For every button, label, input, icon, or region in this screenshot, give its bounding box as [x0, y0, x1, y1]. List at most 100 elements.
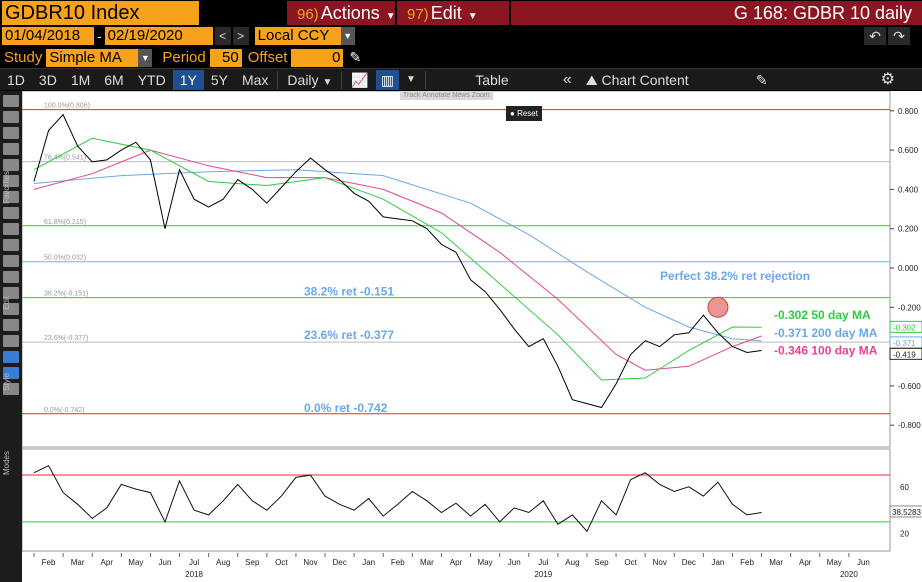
period-label: Period [162, 49, 206, 66]
range-tab-ytd[interactable]: YTD [137, 71, 166, 88]
magnet-icon[interactable] [3, 335, 19, 347]
range-tab-3d[interactable]: 3D [38, 71, 57, 88]
edit-square-icon[interactable]: ✎ [755, 71, 768, 88]
frequency-select[interactable]: Daily ▼ [280, 70, 339, 90]
annotation-fib0: 0.0% ret -0.742 [304, 401, 388, 415]
chart-content-label: Chart Content [601, 71, 689, 88]
chevron-down-icon[interactable]: ▼ [138, 48, 153, 67]
chart-area[interactable]: Favorites Edit Style Modes 0.800 0.600 0.4… [0, 91, 922, 582]
price-tag-label: -0.419 [893, 350, 916, 359]
y-tick-label: 0.200 [898, 225, 919, 234]
table-button[interactable]: Table [475, 71, 509, 88]
mode-alt-icon[interactable] [3, 367, 19, 379]
chevron-down-icon: ▼ [322, 76, 333, 88]
x-tick-label: Nov [303, 558, 317, 567]
indicator-panel [22, 448, 891, 552]
text-tool-icon[interactable] [3, 127, 19, 139]
settings-icon[interactable] [3, 383, 19, 395]
chart-content-button[interactable]: ⛰ Chart Content [579, 70, 749, 90]
x-tick-label: Jan [362, 558, 375, 567]
y-tick-label: 0.600 [898, 146, 919, 155]
chevron-down-icon[interactable]: ▼ [406, 73, 416, 85]
end-date-field[interactable]: 02/19/2020 [104, 27, 213, 45]
line-style-icon[interactable] [3, 287, 19, 299]
chevron-down-icon[interactable]: ▼ [340, 27, 355, 45]
undo-icon[interactable]: ↶ [864, 27, 886, 45]
x-tick-label: Oct [624, 558, 637, 567]
price-tag [889, 320, 922, 333]
x-tick-label: Dec [682, 558, 696, 567]
rsi-tick-label: 20 [900, 530, 909, 539]
y-tick-label: 0.000 [898, 264, 919, 273]
track-tool[interactable]: Track [403, 92, 421, 99]
fib-tool-icon[interactable] [3, 191, 19, 203]
ticker-field[interactable]: GDBR10 Index [2, 1, 199, 25]
range-tab-1m[interactable]: 1M [70, 71, 91, 88]
y-tick-label: 0.400 [898, 185, 919, 194]
fib-level-label: 50.0%(0.032) [44, 255, 86, 262]
zoom-tool[interactable]: Zoom [471, 92, 490, 99]
x-tick-label: May [827, 558, 842, 567]
next-period-icon[interactable]: > [232, 27, 249, 45]
range-tab-1y[interactable]: 1Y [172, 69, 204, 90]
zoom-icon[interactable] [3, 143, 19, 155]
fib-level-label: 61.8%(0.215) [44, 219, 86, 226]
annotate-tool[interactable]: Annotate [422, 92, 451, 99]
lock-icon[interactable] [3, 319, 19, 331]
delete-icon[interactable] [3, 255, 19, 267]
news-tool[interactable]: News [452, 92, 470, 99]
x-tick-label: Apr [450, 558, 463, 567]
range-tab-1d[interactable]: 1D [7, 71, 25, 88]
reset-button[interactable]: ● Reset [506, 106, 542, 121]
fib-level-label: 100.0%(0.806) [44, 103, 90, 110]
rsi-tick-label: 60 [900, 483, 909, 492]
x-tick-label: Mar [769, 558, 783, 567]
bar-chart-icon[interactable]: ▥ [375, 69, 400, 90]
window-title: G 168: GDBR 10 daily [511, 1, 922, 25]
currency-select[interactable]: Local CCY [254, 27, 341, 45]
sidebar-label-style: Style [2, 373, 11, 391]
channel-icon[interactable] [3, 207, 19, 219]
range-tab-5y[interactable]: 5Y [210, 71, 228, 88]
cursor-icon[interactable] [3, 95, 19, 107]
collapse-icon[interactable]: « [562, 70, 572, 88]
trendline-icon[interactable] [3, 175, 19, 187]
x-tick-label: Jul [538, 558, 548, 567]
offset-field[interactable]: 0 [291, 48, 344, 67]
redo-icon[interactable]: ↷ [888, 27, 910, 45]
color-icon[interactable] [3, 271, 19, 283]
chart-canvas[interactable]: 0.8000.6000.4000.2000.000-0.200-0.400-0.… [22, 91, 922, 582]
edit-button[interactable]: 97) Edit ▼ [397, 1, 509, 25]
gear-icon[interactable]: ⚙ [880, 70, 895, 88]
pencil-icon[interactable]: ✎ [349, 49, 362, 65]
period-field[interactable]: 50 [209, 48, 242, 67]
title-bar: GDBR10 Index 96) Actions ▼ 97) Edit ▼ G 168:… [0, 0, 922, 26]
x-tick-label: Feb [391, 558, 405, 567]
x-tick-label: Apr [101, 558, 114, 567]
rejection-highlight [707, 296, 729, 318]
y-tick-label: -0.200 [898, 303, 921, 312]
x-tick-label: Aug [565, 558, 579, 567]
range-tab-6m[interactable]: 6M [104, 71, 124, 88]
start-date-field[interactable]: 01/04/2018 [2, 27, 94, 45]
study-label: Study [4, 49, 43, 66]
fill-icon[interactable] [3, 303, 19, 315]
annotation-fib382: 38.2% ret -0.151 [304, 285, 394, 299]
actions-button[interactable]: 96) Actions ▼ [287, 1, 396, 25]
star-icon[interactable] [3, 159, 19, 171]
mode-icon[interactable] [3, 351, 19, 363]
range-tabs: 1D 3D 1M 6M YTD 1Y 5Y Max [0, 69, 275, 90]
prev-period-icon[interactable]: < [214, 27, 231, 45]
x-tick-label: Jul [189, 558, 199, 567]
study-select[interactable]: Simple MA [46, 48, 139, 67]
annotation-fib236: 23.6% ret -0.377 [304, 328, 394, 342]
arrow-tool-icon[interactable] [3, 223, 19, 235]
x-tick-label: Mar [420, 558, 434, 567]
date-bar: 01/04/2018 - 02/19/2020 < > Local CCY ▼ … [0, 26, 922, 46]
x-tick-label: May [478, 558, 493, 567]
price-tag-label: -0.302 [893, 323, 916, 332]
crosshair-icon[interactable] [3, 111, 19, 123]
line-chart-icon[interactable]: 📈 [351, 71, 369, 88]
range-tab-max[interactable]: Max [241, 71, 269, 88]
shape-tool-icon[interactable] [3, 239, 19, 251]
